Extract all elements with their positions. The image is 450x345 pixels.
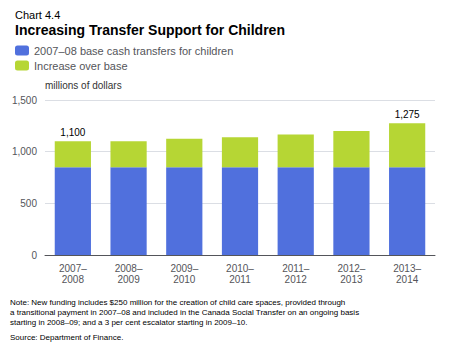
svg-text:500: 500: [20, 198, 37, 209]
svg-text:1,000: 1,000: [12, 146, 37, 157]
svg-text:2009: 2009: [117, 274, 140, 285]
svg-text:2012: 2012: [285, 274, 308, 285]
svg-text:2011: 2011: [229, 274, 251, 285]
svg-text:2013: 2013: [340, 274, 363, 285]
svg-text:Increase over base: Increase over base: [34, 60, 128, 72]
svg-text:1,275: 1,275: [395, 109, 420, 120]
svg-text:Increasing Transfer Support fo: Increasing Transfer Support for Children: [15, 22, 285, 38]
svg-text:Source: Department of Finance.: Source: Department of Finance.: [10, 333, 123, 342]
svg-text:2012–: 2012–: [338, 263, 366, 274]
svg-text:2011–: 2011–: [282, 263, 310, 274]
svg-text:a transitional payment in 2007: a transitional payment in 2007–08 and in…: [10, 308, 359, 317]
svg-text:2008–: 2008–: [115, 263, 143, 274]
svg-text:2010–: 2010–: [226, 263, 254, 274]
svg-text:2007–: 2007–: [59, 263, 87, 274]
svg-text:1,100: 1,100: [60, 127, 85, 138]
svg-text:0: 0: [31, 250, 37, 261]
svg-text:Note: New funding includes $25: Note: New funding includes $250 million …: [10, 298, 345, 307]
svg-text:2010: 2010: [173, 274, 196, 285]
svg-text:2014: 2014: [396, 274, 419, 285]
svg-text:2008: 2008: [62, 274, 85, 285]
svg-text:2009–: 2009–: [170, 263, 198, 274]
svg-text:millions of dollars: millions of dollars: [45, 80, 122, 91]
svg-text:2013–: 2013–: [393, 263, 421, 274]
svg-text:1,500: 1,500: [12, 95, 37, 106]
svg-text:starting in 2008–09; and a 3 p: starting in 2008–09; and a 3 per cent es…: [10, 318, 248, 327]
svg-text:Chart 4.4: Chart 4.4: [15, 9, 60, 21]
svg-text:2007–08 base cash transfers fo: 2007–08 base cash transfers for children: [34, 45, 233, 57]
